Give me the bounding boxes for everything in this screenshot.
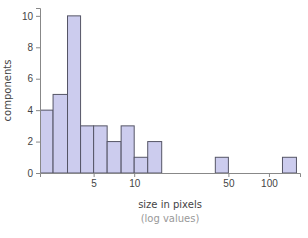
tick: 2 (27, 136, 40, 147)
tick-label: 2 (27, 136, 33, 147)
axis-line (36, 9, 41, 174)
x-axis: 5 10 50 100 (41, 173, 301, 189)
tick-mark (36, 16, 40, 17)
tick: 100 (261, 173, 278, 189)
histogram-bar (202, 173, 215, 174)
tick-label: 8 (27, 42, 33, 53)
histogram-bar (269, 173, 283, 174)
tick-label: 4 (27, 105, 33, 116)
histogram-bar (242, 173, 256, 174)
histogram-bar (228, 173, 242, 174)
bars (40, 16, 296, 173)
histogram-bar (256, 173, 269, 174)
tick: 6 (27, 73, 40, 84)
histogram-bar (282, 157, 296, 173)
chart-svg: 5 10 50 100 0 2 4 6 8 10 size in pixels (log values… (0, 0, 308, 238)
histogram-bar (81, 126, 94, 173)
x-axis-title: size in pixels (138, 199, 202, 210)
tick-mark (228, 173, 229, 177)
tick-label: 6 (27, 73, 33, 84)
tick-mark (36, 142, 40, 143)
y-axis-title: components (2, 60, 13, 122)
histogram-bar (162, 173, 175, 174)
histogram-bar (215, 157, 228, 173)
tick-label: 0 (27, 168, 33, 179)
tick: 4 (27, 105, 40, 116)
histogram-bar (121, 126, 134, 173)
tick: 10 (129, 173, 141, 189)
tick-mark (36, 47, 40, 48)
tick: 10 (22, 11, 40, 22)
tick-mark (94, 173, 95, 177)
chart-container: 5 10 50 100 0 2 4 6 8 10 size in pixels (log values… (0, 0, 308, 238)
tick: 8 (27, 42, 40, 53)
histogram-bar (175, 173, 188, 174)
histogram-bar (134, 157, 148, 173)
histogram-bar (68, 16, 81, 173)
tick-mark (36, 79, 40, 80)
tick: 50 (223, 173, 235, 189)
y-axis: 0 2 4 6 8 10 (22, 9, 41, 179)
tick-label: 10 (22, 11, 34, 22)
tick-mark (36, 110, 40, 111)
tick-label: 5 (91, 178, 97, 189)
tick-mark (134, 173, 135, 177)
tick-label: 100 (261, 178, 278, 189)
tick: 5 (91, 173, 97, 189)
histogram-bar (148, 142, 162, 173)
annotation: (log values) (141, 213, 200, 224)
plot: 5 10 50 100 0 2 4 6 8 10 (22, 9, 301, 190)
tick: 0 (27, 168, 40, 179)
histogram-bar (94, 126, 108, 173)
tick-mark (36, 173, 40, 174)
histogram-bar (53, 94, 67, 173)
tick-label: 50 (223, 178, 235, 189)
histogram-bar (107, 142, 121, 173)
tick-label: 10 (129, 178, 141, 189)
tick-mark (269, 173, 270, 177)
histogram-bar (40, 110, 53, 173)
axis-line (41, 174, 301, 178)
histogram-bar (188, 173, 202, 174)
